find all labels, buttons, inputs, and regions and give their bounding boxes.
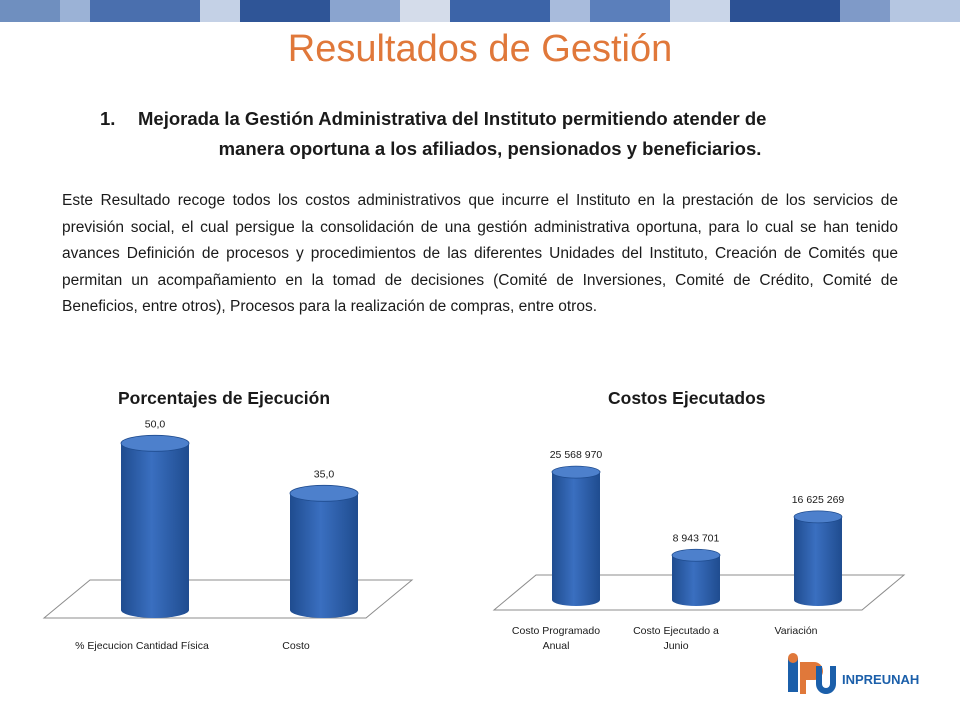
description-paragraph: Este Resultado recoge todos los costos a… bbox=[62, 192, 898, 316]
chart-porcentajes-ejecucion: 50,0 % Ejecucion Cantidad Física 35,0 Costo bbox=[42, 420, 414, 652]
data-label-2: 8 943 701 bbox=[673, 532, 720, 544]
top-decorative-band bbox=[0, 0, 960, 22]
category-label-2-line-1: Costo Ejecutado a bbox=[633, 625, 719, 637]
data-label-3: 16 625 269 bbox=[792, 494, 845, 506]
bar-2 bbox=[672, 555, 720, 606]
category-label-2-line-2: Junio bbox=[663, 640, 688, 652]
bar-3 bbox=[794, 516, 842, 606]
heading-line-1: Mejorada la Gestión Administrativa del I… bbox=[138, 108, 767, 129]
chart-costos-ejecutados: 25 568 970 Costo Programado Anual 8 943 701… bbox=[492, 449, 906, 652]
category-label-1-line-2: Anual bbox=[543, 640, 570, 652]
bar-1 bbox=[552, 472, 600, 606]
bar-1 bbox=[121, 443, 189, 618]
category-label-1: % Ejecucion Cantidad Física bbox=[75, 640, 209, 652]
data-label-1: 50,0 bbox=[145, 420, 166, 430]
category-label-2: Costo bbox=[282, 640, 310, 652]
category-label-3: Variación bbox=[775, 625, 818, 637]
chart-title-costos: Costos Ejecutados bbox=[608, 388, 766, 408]
bar-2 bbox=[290, 493, 358, 618]
data-label-1: 25 568 970 bbox=[550, 449, 603, 461]
bar-3-top bbox=[793, 510, 843, 524]
slide-title: Resultados de Gestión bbox=[287, 28, 673, 70]
heading-number: 1. bbox=[100, 108, 116, 129]
data-label-2: 35,0 bbox=[314, 468, 335, 480]
bar-2-top bbox=[289, 484, 359, 502]
bar-1-top bbox=[120, 434, 190, 452]
brand-name: INPREUNAH bbox=[842, 672, 920, 687]
bar-1-top bbox=[551, 465, 601, 479]
chart-title-porcentajes: Porcentajes de Ejecución bbox=[118, 388, 331, 408]
category-label-1-line-1: Costo Programado bbox=[512, 625, 600, 637]
bar-2-top bbox=[671, 548, 721, 562]
heading-line-2: manera oportuna a los afiliados, pension… bbox=[218, 138, 762, 159]
inpreunah-logo bbox=[788, 653, 836, 694]
